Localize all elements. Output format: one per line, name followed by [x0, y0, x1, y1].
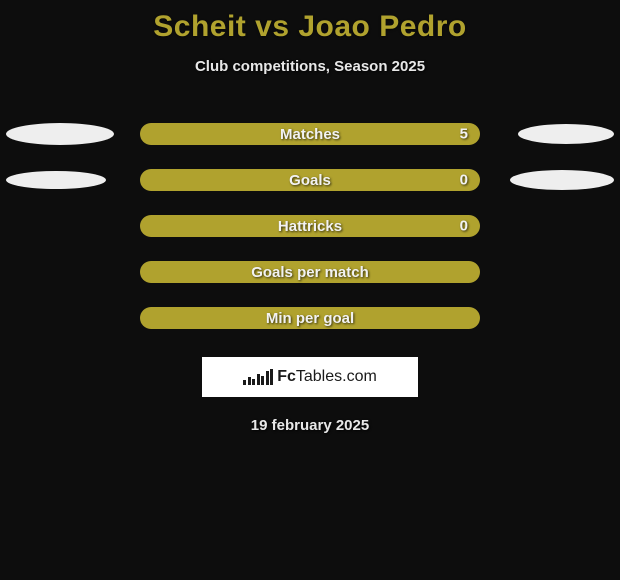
stat-label: Min per goal: [266, 310, 354, 327]
right-ellipse: [518, 124, 614, 144]
stat-row: Goals 0: [0, 169, 620, 191]
date-line: 19 february 2025: [0, 417, 620, 434]
stat-row: Hattricks 0: [0, 215, 620, 237]
left-ellipse: [6, 123, 114, 145]
stat-row: Min per goal: [0, 307, 620, 329]
page-title: Scheit vs Joao Pedro: [0, 0, 620, 44]
stat-bar: Matches 5: [140, 123, 480, 145]
left-ellipse: [6, 171, 106, 189]
stat-bar: Hattricks 0: [140, 215, 480, 237]
logo-bold: Fc: [277, 368, 296, 385]
right-ellipse: [510, 170, 614, 190]
stat-bar: Goals 0: [140, 169, 480, 191]
logo-rest: Tables.com: [296, 368, 377, 385]
stat-label: Hattricks: [278, 218, 342, 235]
stat-value: 5: [460, 126, 468, 143]
stat-bar: Goals per match: [140, 261, 480, 283]
stat-value: 0: [460, 218, 468, 235]
stat-value: 0: [460, 172, 468, 189]
bar-chart-icon: [243, 369, 273, 385]
subtitle: Club competitions, Season 2025: [0, 58, 620, 75]
stat-row: Matches 5: [0, 123, 620, 145]
stat-label: Goals: [289, 172, 331, 189]
stat-label: Goals per match: [251, 264, 369, 281]
stat-label: Matches: [280, 126, 340, 143]
fctables-logo: FcTables.com: [202, 357, 418, 397]
logo-text: FcTables.com: [277, 368, 377, 386]
stat-bar: Min per goal: [140, 307, 480, 329]
stat-row: Goals per match: [0, 261, 620, 283]
stat-rows: Matches 5 Goals 0 Hattricks 0 Goals per match M…: [0, 123, 620, 329]
